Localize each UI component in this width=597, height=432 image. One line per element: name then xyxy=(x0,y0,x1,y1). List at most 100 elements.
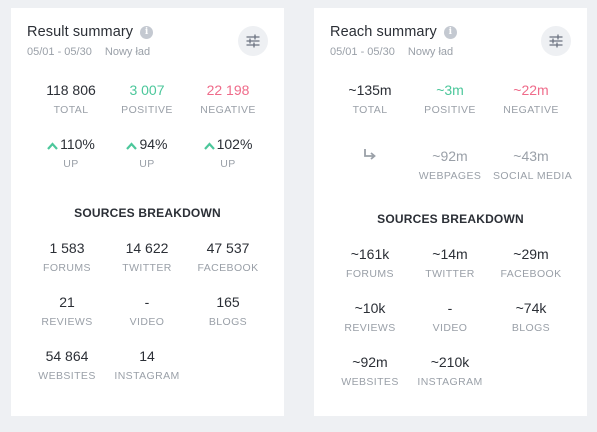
source-video: - VIDEO xyxy=(412,300,488,334)
source-value: 54 864 xyxy=(45,348,89,364)
chevron-up-icon xyxy=(47,142,58,150)
settings-button[interactable] xyxy=(541,26,571,56)
source-label: TWITTER xyxy=(425,268,475,280)
reach-summary-card: Reach summary i 05/01 - 05/30 Nowy ład ~… xyxy=(314,8,587,416)
source-label: VIDEO xyxy=(432,322,468,334)
result-summary-title: Result summary xyxy=(27,24,134,40)
source-value: ~10k xyxy=(354,300,386,316)
split-value: ~43m xyxy=(513,148,549,164)
change-label: UP xyxy=(139,158,155,170)
change-value: 94% xyxy=(139,136,168,152)
change-value: 102% xyxy=(216,136,253,152)
source-facebook: ~29m FACEBOOK xyxy=(493,246,569,280)
stat-negative: 22 198 NEGATIVE xyxy=(190,82,266,116)
stat-value: ~135m xyxy=(348,82,392,98)
reach-positive: ~3m POSITIVE xyxy=(412,82,488,116)
stat-label: TOTAL xyxy=(352,104,388,116)
source-value: ~210k xyxy=(430,354,470,370)
source-label: BLOGS xyxy=(511,322,551,334)
reach-total: ~135m TOTAL xyxy=(332,82,408,116)
source-label: REVIEWS xyxy=(344,322,396,334)
stat-label: TOTAL xyxy=(53,104,89,116)
split-label: WEBPAGES xyxy=(418,170,482,182)
source-label: INSTAGRAM xyxy=(114,370,180,382)
card-subtitle: 05/01 - 05/30 Nowy ład xyxy=(27,46,150,58)
chevron-up-icon xyxy=(203,142,215,150)
date-range: 05/01 - 05/30 xyxy=(27,46,92,58)
sources-breakdown-heading: SOURCES BREAKDOWN xyxy=(377,212,524,226)
info-icon[interactable]: i xyxy=(443,25,457,39)
card-title: Result summary i xyxy=(27,24,154,40)
source-reviews: ~10k REVIEWS xyxy=(332,300,408,334)
stat-label: NEGATIVE xyxy=(200,104,256,116)
source-value: 165 xyxy=(216,294,240,310)
chevron-up-icon xyxy=(126,142,138,150)
source-value: 14 622 xyxy=(125,240,169,256)
split-indicator xyxy=(332,148,408,167)
source-value: 47 537 xyxy=(206,240,250,256)
source-value: ~14m xyxy=(432,246,468,262)
split-value: ~92m xyxy=(432,148,468,164)
info-icon[interactable]: i xyxy=(140,25,154,39)
source-label: FORUMS xyxy=(346,268,394,280)
stat-total: 118 806 TOTAL xyxy=(33,82,109,116)
source-label: FACEBOOK xyxy=(197,262,259,274)
source-value: ~92m xyxy=(352,354,388,370)
source-label: VIDEO xyxy=(129,316,165,328)
source-value: 1 583 xyxy=(49,240,85,256)
source-forums: ~161k FORUMS xyxy=(332,246,408,280)
result-summary-card: Result summary i 05/01 - 05/30 Nowy ład … xyxy=(11,8,284,416)
source-forums: 1 583 FORUMS xyxy=(29,240,105,274)
change-negative: 102% UP xyxy=(190,136,266,170)
change-label: UP xyxy=(63,158,79,170)
stat-label: NEGATIVE xyxy=(503,104,559,116)
source-label: FORUMS xyxy=(43,262,91,274)
stat-label: POSITIVE xyxy=(121,104,173,116)
settings-button[interactable] xyxy=(238,26,268,56)
source-twitter: 14 622 TWITTER xyxy=(109,240,185,274)
source-value: ~29m xyxy=(513,246,549,262)
card-title: Reach summary i xyxy=(330,24,457,40)
source-value: - xyxy=(447,300,453,316)
source-twitter: ~14m TWITTER xyxy=(412,246,488,280)
stat-value: ~22m xyxy=(513,82,549,98)
change-total: 110% UP xyxy=(33,136,109,170)
source-websites: ~92m WEBSITES xyxy=(332,354,408,388)
source-label: TWITTER xyxy=(122,262,172,274)
source-instagram: 14 INSTAGRAM xyxy=(109,348,185,382)
source-label: WEBSITES xyxy=(341,376,399,388)
source-label: INSTAGRAM xyxy=(417,376,483,388)
change-label: UP xyxy=(220,158,236,170)
source-blogs: ~74k BLOGS xyxy=(493,300,569,334)
stat-value: 118 806 xyxy=(46,82,96,98)
stat-value: 3 007 xyxy=(129,82,165,98)
source-websites: 54 864 WEBSITES xyxy=(29,348,105,382)
project-name: Nowy ład xyxy=(407,46,454,58)
source-video: - VIDEO xyxy=(109,294,185,328)
reply-arrow-icon xyxy=(364,149,376,160)
source-value: - xyxy=(144,294,150,310)
source-label: WEBSITES xyxy=(38,370,96,382)
sliders-icon xyxy=(246,34,260,48)
reach-webpages: ~92m WEBPAGES xyxy=(412,148,488,182)
reach-summary-title: Reach summary xyxy=(330,24,437,40)
source-label: FACEBOOK xyxy=(500,268,562,280)
reach-negative: ~22m NEGATIVE xyxy=(493,82,569,116)
sliders-icon xyxy=(549,34,563,48)
source-reviews: 21 REVIEWS xyxy=(29,294,105,328)
date-range: 05/01 - 05/30 xyxy=(330,46,395,58)
source-value: ~74k xyxy=(515,300,547,316)
source-facebook: 47 537 FACEBOOK xyxy=(190,240,266,274)
split-label: SOCIAL MEDIA xyxy=(493,170,573,182)
card-subtitle: 05/01 - 05/30 Nowy ład xyxy=(330,46,453,58)
project-name: Nowy ład xyxy=(104,46,151,58)
stat-value: ~3m xyxy=(436,82,464,98)
source-label: BLOGS xyxy=(208,316,248,328)
change-value: 110% xyxy=(60,136,95,152)
stat-label: POSITIVE xyxy=(424,104,476,116)
reach-social-media: ~43m SOCIAL MEDIA xyxy=(493,148,573,182)
source-blogs: 165 BLOGS xyxy=(190,294,266,328)
source-instagram: ~210k INSTAGRAM xyxy=(412,354,488,388)
source-value: ~161k xyxy=(350,246,390,262)
source-value: 21 xyxy=(59,294,75,310)
